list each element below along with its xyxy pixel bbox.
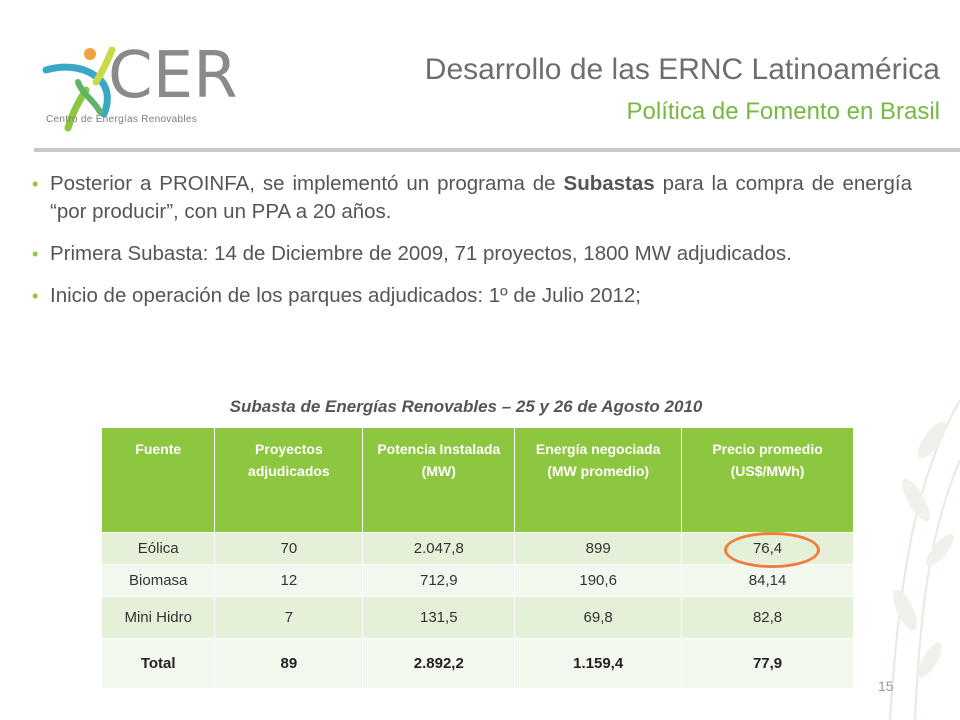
column-header: Proyectos adjudicados — [214, 428, 364, 532]
table-cell: 69,8 — [514, 595, 683, 638]
bullet-item: • Posterior a PROINFA, se implementó un … — [32, 170, 912, 226]
table-cell: 89 — [214, 637, 364, 688]
bullet-dot-icon: • — [32, 244, 39, 264]
header-divider — [34, 148, 960, 152]
table-cell: 82,8 — [681, 595, 854, 638]
table-cell: 190,6 — [514, 563, 683, 596]
table-cell: 84,14 — [681, 563, 854, 596]
table-cell: 70 — [214, 531, 364, 564]
bullet-text: Posterior a PROINFA, se implementó un pr… — [50, 172, 564, 195]
table-cell: 2.047,8 — [362, 531, 516, 564]
column-header: Energía negociada (MW promedio) — [514, 428, 683, 532]
table-cell: 77,9 — [681, 637, 854, 688]
table-cell: Mini Hidro — [102, 595, 216, 638]
page-number: 15 — [878, 678, 894, 694]
table-caption: Subasta de Energías Renovables – 25 y 26… — [229, 397, 703, 416]
bullet-dot-icon: • — [32, 174, 39, 194]
bullet-item: • Inicio de operación de los parques adj… — [32, 282, 912, 310]
table-cell: Total — [102, 637, 216, 688]
table-cell: 712,9 — [362, 563, 516, 596]
table-row: Biomasa 12 712,9 190,6 84,14 — [102, 563, 854, 596]
table-header-row: Fuente Proyectos adjudicados Potencia In… — [102, 428, 854, 532]
column-header: Potencia Instalada (MW) — [362, 428, 516, 532]
table-cell: 899 — [514, 531, 683, 564]
bullet-text: para la compra de energía “por producir”… — [50, 172, 912, 223]
column-header: Precio promedio (US$/MWh) — [681, 428, 854, 532]
table-cell: 7 — [214, 595, 364, 638]
bullet-list: • Posterior a PROINFA, se implementó un … — [32, 170, 912, 324]
bullet-text: Primera Subasta: 14 de Diciembre de 2009… — [50, 242, 792, 265]
logo-tagline: Centro de Energías Renovables — [46, 114, 198, 125]
table-row: Mini Hidro 7 131,5 69,8 82,8 — [102, 595, 854, 638]
column-header: Fuente — [102, 428, 216, 532]
slide-subtitle: Política de Fomento en Brasil — [626, 98, 941, 125]
table-cell: 1.159,4 — [514, 637, 683, 688]
slide-title: Desarrollo de las ERNC Latinoamérica — [424, 53, 940, 86]
table-cell: 2.892,2 — [362, 637, 516, 688]
table-total-row: Total 89 2.892,2 1.159,4 77,9 — [102, 637, 854, 688]
logo-wordmark: CER — [108, 39, 238, 113]
price-highlight-circle — [724, 532, 820, 568]
bullet-text: Inicio de operación de los parques adjud… — [50, 284, 642, 307]
table-cell: 131,5 — [362, 595, 516, 638]
bullet-dot-icon: • — [32, 286, 39, 306]
bullet-item: • Primera Subasta: 14 de Diciembre de 20… — [32, 240, 912, 268]
bullet-bold-text: Subastas — [563, 172, 655, 195]
table-cell: Eólica — [102, 531, 216, 564]
table-cell: 12 — [214, 563, 364, 596]
auction-results-table: Fuente Proyectos adjudicados Potencia In… — [102, 428, 854, 688]
table-cell: Biomasa — [102, 563, 216, 596]
cer-logo-icon — [42, 46, 116, 132]
leaf-background-decoration — [889, 399, 960, 720]
